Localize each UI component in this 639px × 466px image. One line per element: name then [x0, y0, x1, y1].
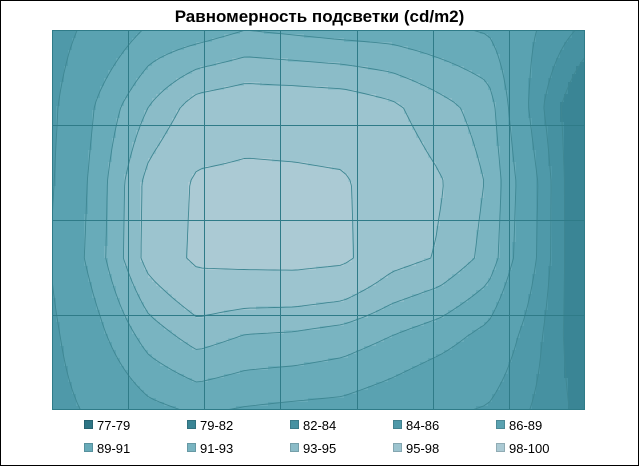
legend-item: 89-91 [84, 441, 130, 456]
plot-border [52, 30, 585, 410]
legend-item: 91-93 [187, 441, 233, 456]
legend-swatch [84, 420, 93, 429]
legend-item: 84-86 [393, 418, 439, 433]
plot-area [52, 30, 585, 410]
legend-item: 93-95 [290, 441, 336, 456]
legend-item: 79-82 [187, 418, 233, 433]
legend-label: 93-95 [303, 441, 337, 456]
legend-swatch [393, 420, 402, 429]
legend-swatch [496, 443, 505, 452]
legend-label: 79-82 [200, 418, 234, 433]
legend-item: 77-79 [84, 418, 130, 433]
legend-swatch [187, 420, 196, 429]
legend-swatch [393, 443, 402, 452]
chart-title: Равномерность подсветки (cd/m2) [174, 7, 465, 26]
legend-label: 91-93 [200, 441, 234, 456]
legend-item: 98-100 [496, 441, 549, 456]
legend-label: 98-100 [509, 441, 550, 456]
legend-swatch [187, 443, 196, 452]
legend-item: 95-98 [393, 441, 439, 456]
legend-label: 82-84 [303, 418, 337, 433]
legend-swatch [290, 443, 299, 452]
legend-label: 95-98 [406, 441, 440, 456]
legend-swatch [290, 420, 299, 429]
contour-fill [52, 30, 585, 410]
legend-swatch [496, 420, 505, 429]
legend-label: 86-89 [509, 418, 543, 433]
legend-label: 77-79 [97, 418, 131, 433]
gridlines [52, 30, 585, 410]
legend-item: 82-84 [290, 418, 336, 433]
legend-swatch [84, 443, 93, 452]
legend-label: 84-86 [406, 418, 440, 433]
legend-label: 89-91 [97, 441, 131, 456]
legend-item: 86-89 [496, 418, 542, 433]
